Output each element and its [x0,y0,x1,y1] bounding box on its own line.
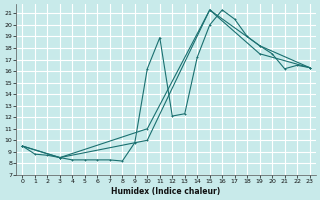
X-axis label: Humidex (Indice chaleur): Humidex (Indice chaleur) [111,187,221,196]
